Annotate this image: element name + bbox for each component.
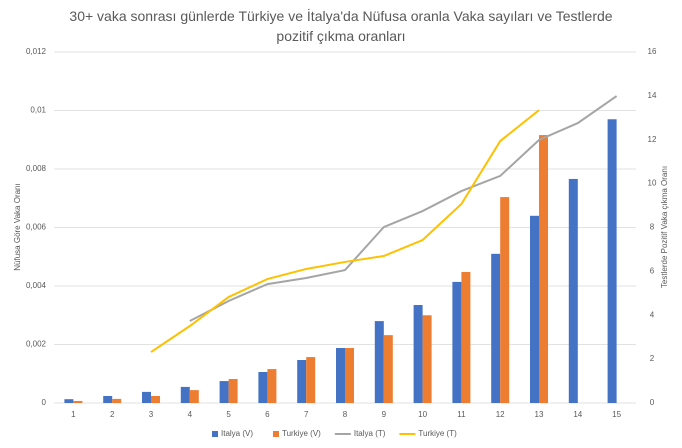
x-tick-label: 9 — [382, 410, 387, 419]
bar — [297, 360, 307, 403]
legend-label: Italya (V) — [221, 429, 253, 438]
y-tick-label: 0,01 — [30, 106, 46, 115]
y2-tick-label: 8 — [650, 223, 655, 232]
y2-tick-label: 14 — [648, 91, 657, 100]
y-tick-label: 0,006 — [26, 223, 47, 232]
chart-title: 30+ vaka sonrası günlerde Türkiye ve İta… — [69, 8, 613, 44]
y-tick-label: 0,002 — [26, 340, 47, 349]
y2-tick-label: 2 — [650, 354, 655, 363]
legend-label: Italya (T) — [354, 429, 386, 438]
x-tick-label: 12 — [496, 410, 505, 419]
x-tick-label: 13 — [535, 410, 544, 419]
bar — [73, 400, 83, 403]
x-tick-label: 3 — [149, 410, 154, 419]
bar — [64, 399, 74, 403]
bar — [112, 398, 122, 403]
bar — [267, 369, 277, 403]
y-tick-label: 0 — [42, 398, 47, 407]
bar — [219, 381, 229, 403]
x-tick-label: 11 — [457, 410, 466, 419]
bar — [142, 391, 151, 403]
x-tick-label: 14 — [573, 410, 582, 419]
bar — [180, 386, 190, 403]
bar — [336, 348, 345, 403]
x-tick-label: 2 — [110, 410, 115, 419]
bar — [228, 379, 238, 403]
line — [189, 95, 618, 322]
bar — [530, 215, 539, 403]
bar — [189, 390, 199, 403]
bar — [607, 119, 617, 404]
x-tick-label: 1 — [71, 410, 76, 419]
bar — [345, 348, 354, 403]
bar — [103, 395, 113, 403]
bar — [539, 135, 548, 403]
y2-tick-label: 4 — [650, 310, 655, 319]
x-tick-label: 6 — [265, 410, 270, 419]
y2-axis-label: Testlerde Pozitif Vaka çıkma Oranı — [660, 166, 669, 288]
bar — [422, 315, 432, 403]
legend-label: Turkiye (V) — [282, 429, 321, 438]
x-tick-label: 7 — [304, 410, 309, 419]
bar — [413, 305, 423, 403]
legend-swatch — [273, 431, 280, 437]
bar — [452, 281, 462, 403]
y-tick-label: 0,012 — [26, 47, 47, 56]
x-tick-label: 4 — [188, 410, 193, 419]
bar — [306, 357, 316, 403]
x-tick-label: 15 — [612, 410, 621, 419]
y2-tick-label: 16 — [648, 47, 657, 56]
y2-tick-label: 0 — [650, 398, 655, 407]
bar — [374, 321, 384, 403]
bar — [258, 371, 268, 403]
bar — [500, 197, 510, 403]
legend-swatch — [212, 431, 218, 437]
legend-label: Turkiye (T) — [418, 429, 457, 438]
x-tick-label: 10 — [418, 410, 427, 419]
x-tick-label: 5 — [226, 410, 231, 419]
bar — [568, 178, 578, 403]
y-tick-label: 0,008 — [26, 164, 47, 173]
y2-tick-label: 6 — [650, 266, 655, 275]
bar — [383, 335, 393, 403]
bar — [461, 271, 471, 403]
y2-tick-label: 10 — [648, 179, 657, 188]
line — [150, 109, 540, 353]
bar — [151, 395, 160, 403]
x-tick-label: 8 — [343, 410, 348, 419]
bar — [491, 253, 501, 403]
y-axis-label: Nüfusa Göre Vaka Oranı — [13, 183, 22, 270]
y2-tick-label: 12 — [648, 135, 657, 144]
y-tick-label: 0,004 — [26, 281, 47, 290]
